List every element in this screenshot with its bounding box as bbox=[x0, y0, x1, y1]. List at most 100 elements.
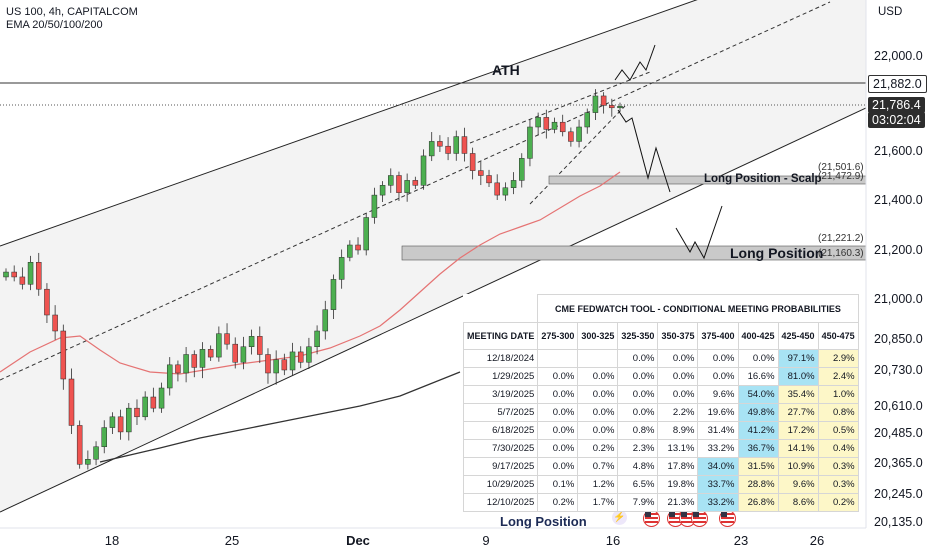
probability-cell: 31.4% bbox=[697, 421, 739, 440]
probability-cell: 19.6% bbox=[697, 403, 739, 422]
candle-body bbox=[420, 155, 427, 186]
y-axis: 22,000.0 21,600.0 21,400.0 21,200.0 21,000.0… bbox=[874, 49, 923, 529]
meeting-date-cell: 7/30/2025 bbox=[462, 439, 539, 458]
candle-body bbox=[437, 141, 443, 147]
candle-body bbox=[363, 217, 369, 251]
candle-body bbox=[527, 126, 533, 159]
candle-body bbox=[158, 387, 165, 409]
probability-cell: 41.2% bbox=[737, 421, 779, 440]
y-tick-label: 20,135.0 bbox=[874, 515, 923, 529]
candle-body bbox=[609, 105, 615, 109]
candle-body bbox=[19, 276, 26, 285]
channel-mid-dashed bbox=[0, 1, 831, 381]
long-zone-top-value: (21,221.2) bbox=[818, 233, 864, 244]
x-tick-label: Dec bbox=[346, 533, 370, 548]
probability-cell: 2.4% bbox=[817, 367, 859, 386]
table-column-header: 325-350 bbox=[617, 322, 659, 350]
wedge-upper-dashed bbox=[469, 71, 651, 144]
probability-cell: 35.4% bbox=[777, 385, 819, 404]
y-tick-label: 20,245.0 bbox=[874, 487, 923, 501]
candle-body bbox=[453, 136, 460, 154]
probability-cell: 97.1% bbox=[777, 349, 819, 368]
candle-body bbox=[150, 396, 157, 409]
meeting-date-cell: 1/29/2025 bbox=[462, 367, 539, 386]
y-tick-label: 20,850.0 bbox=[874, 332, 923, 346]
y-tick-label: 21,400.0 bbox=[874, 193, 923, 207]
candle-body bbox=[617, 106, 623, 109]
candle-body bbox=[347, 244, 353, 258]
candle-body bbox=[428, 141, 435, 157]
ema50-line bbox=[0, 171, 621, 375]
probability-cell: 8.9% bbox=[657, 421, 699, 440]
probability-cell: 81.0% bbox=[777, 367, 819, 386]
probability-cell: 0.0% bbox=[617, 385, 659, 404]
probability-cell bbox=[537, 349, 579, 368]
candle-body bbox=[478, 170, 484, 176]
table-column-header: MEETING DATE bbox=[462, 322, 539, 350]
probability-cell: 6.5% bbox=[617, 475, 659, 494]
table-row: 10/29/2025 0.1% 1.2% 6.5% 19.8% 33.7% 28.8% 9.6… bbox=[462, 475, 859, 494]
probability-cell: 4.8% bbox=[617, 457, 659, 476]
probability-cell: 8.6% bbox=[777, 493, 819, 512]
table-column-header: 275-300 bbox=[537, 322, 579, 350]
probability-cell: 16.6% bbox=[737, 367, 779, 386]
probability-cell: 0.0% bbox=[577, 421, 619, 440]
candle-body bbox=[412, 180, 419, 186]
meeting-date-cell: 3/19/2025 bbox=[462, 385, 539, 404]
bottom-long-label: Long Position bbox=[500, 514, 587, 529]
probability-cell: 0.0% bbox=[617, 349, 659, 368]
currency-label: USD bbox=[878, 6, 903, 18]
fedwatch-table: CME FEDWATCH TOOL - CONDITIONAL MEETING … bbox=[462, 294, 859, 512]
probability-cell: 26.8% bbox=[737, 493, 779, 512]
candle-body bbox=[592, 95, 599, 113]
probability-cell: 0.2% bbox=[577, 439, 619, 458]
probability-cell: 0.2% bbox=[537, 493, 579, 512]
candle-body bbox=[568, 131, 574, 142]
probability-cell: 19.8% bbox=[657, 475, 699, 494]
candle-body bbox=[486, 175, 492, 184]
probability-cell: 0.0% bbox=[537, 421, 579, 440]
probability-cell: 0.0% bbox=[657, 367, 699, 386]
candle-body bbox=[117, 416, 124, 433]
x-tick-label: 25 bbox=[225, 533, 239, 548]
candle-body bbox=[330, 279, 337, 310]
probability-cell: 0.0% bbox=[537, 403, 579, 422]
table-row: 12/18/2024 0.0% 0.0% 0.0% 0.0% 97.1% 2.9% bbox=[462, 349, 859, 368]
wedge-lower-dashed bbox=[529, 105, 626, 205]
probability-cell: 31.5% bbox=[737, 457, 779, 476]
meeting-date-cell: 5/7/2025 bbox=[462, 403, 539, 422]
probability-cell: 2.3% bbox=[617, 439, 659, 458]
long-zone bbox=[401, 245, 866, 261]
candle-body bbox=[68, 378, 75, 426]
probability-cell: 14.1% bbox=[777, 439, 819, 458]
probability-cell: 49.8% bbox=[737, 403, 779, 422]
probability-cell: 0.0% bbox=[537, 367, 579, 386]
candle-body bbox=[183, 354, 189, 374]
probability-cell: 0.0% bbox=[617, 367, 659, 386]
lightning-event-icon[interactable]: ⚡ bbox=[612, 510, 627, 525]
probability-cell: 17.8% bbox=[657, 457, 699, 476]
candle-body bbox=[93, 446, 99, 460]
probability-cell: 17.2% bbox=[777, 421, 819, 440]
candlestick-series bbox=[3, 89, 623, 470]
probability-cell: 21.3% bbox=[657, 493, 699, 512]
us-flag-event-icon[interactable] bbox=[643, 510, 660, 527]
probability-cell: 0.0% bbox=[737, 349, 779, 368]
probability-cell: 54.0% bbox=[737, 385, 779, 404]
us-flag-event-icon[interactable] bbox=[691, 510, 708, 527]
meeting-date-cell: 10/29/2025 bbox=[462, 475, 539, 494]
meeting-date-cell: 6/18/2025 bbox=[462, 421, 539, 440]
probability-cell: 0.0% bbox=[577, 385, 619, 404]
channel-upper-line bbox=[0, 0, 698, 247]
probability-cell: 9.6% bbox=[697, 385, 739, 404]
probability-cell: 0.5% bbox=[817, 421, 859, 440]
us-flag-event-icon[interactable] bbox=[719, 510, 736, 527]
x-tick-label: 16 bbox=[606, 533, 620, 548]
candle-body bbox=[126, 407, 132, 433]
probability-cell: 0.0% bbox=[537, 457, 579, 476]
indicator-legend[interactable]: EMA 20/50/100/200 bbox=[6, 19, 103, 31]
table-column-header: 425-450 bbox=[777, 322, 819, 350]
candle-body bbox=[314, 330, 320, 347]
y-tick-label: 20,485.0 bbox=[874, 426, 923, 440]
